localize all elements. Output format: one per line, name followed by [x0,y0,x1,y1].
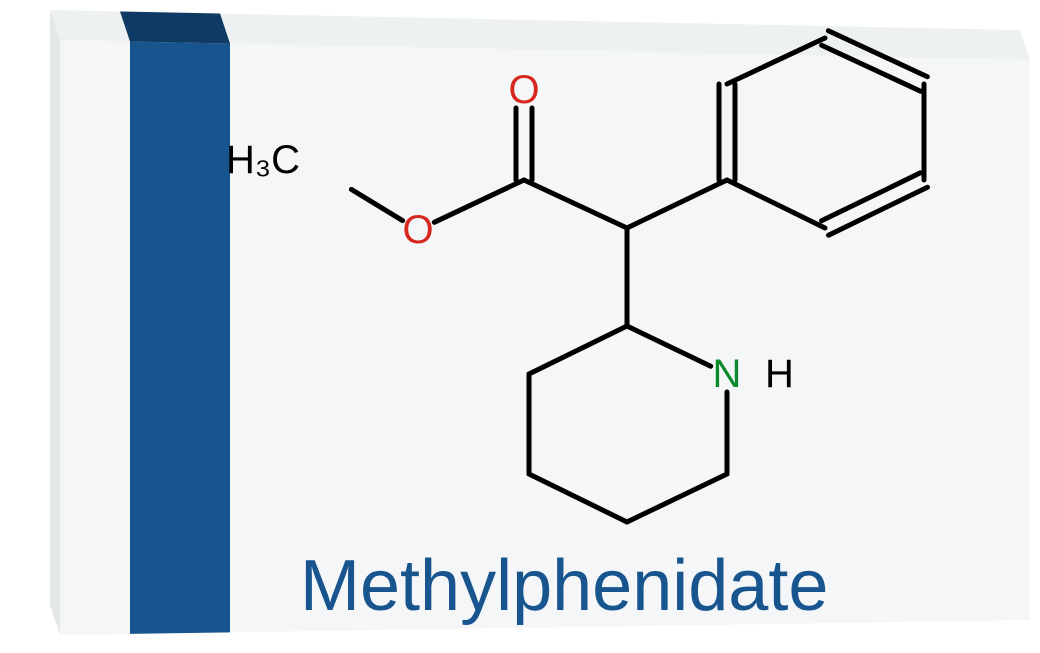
atom-O_dbl: O [508,68,539,112]
box-side [50,10,60,635]
medication-box-illustration: { "canvas": {"w":1040,"h":653,"bg":"#fff… [0,0,1040,653]
atom-CH3: H₃C [226,138,300,182]
atom-O_ester: O [402,208,433,252]
brand-stripe-top [120,11,230,43]
atom-NH: H [765,352,794,396]
illustration-svg: O O H₃C NH Methylphenidate [0,0,1040,653]
atom-N: N [713,352,742,396]
compound-name: Methylphenidate [300,546,828,626]
brand-stripe [130,41,230,633]
